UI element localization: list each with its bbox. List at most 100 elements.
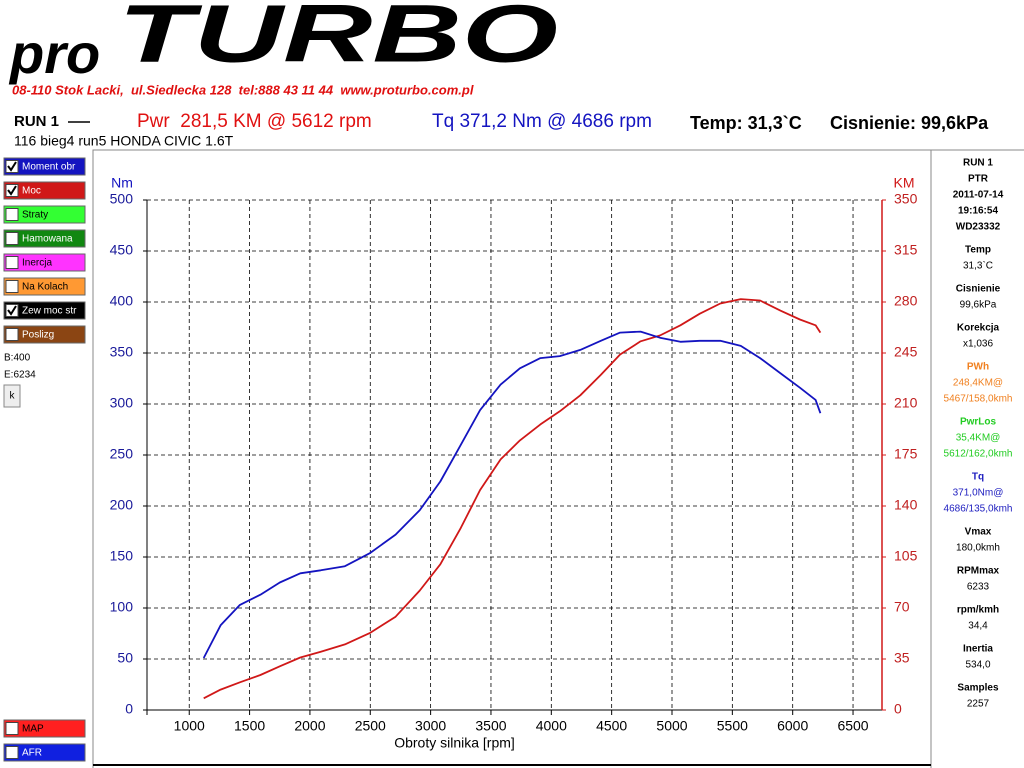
info-line: rpm/kmh [957, 605, 999, 616]
channel-button[interactable] [3, 253, 86, 272]
checkbox[interactable] [5, 328, 19, 341]
y2-tick-label: 0 [894, 701, 902, 717]
channel-label: Poslizg [22, 330, 54, 341]
info-line: 2257 [967, 699, 990, 710]
channel-button[interactable] [3, 205, 86, 224]
y-tick-label: 300 [110, 395, 134, 411]
info-line: Korekcja [957, 323, 1000, 334]
x-tick-label: 4000 [536, 718, 567, 734]
info-line: 35,4KM@ [956, 433, 1001, 444]
chart-frame [92, 149, 932, 768]
x-axis-label: Obroty silnika [rpm] [394, 735, 515, 751]
logo-turbo: TURBO [118, 0, 558, 80]
info-line: 31,3`C [963, 260, 993, 272]
info-line: 5467/158,0kmh [944, 394, 1013, 405]
x-tick-label: 3000 [415, 718, 446, 734]
y2-axis-label: KM [894, 175, 915, 191]
y2-tick-label: 315 [894, 242, 918, 258]
end-rpm: E:6234 [4, 370, 36, 381]
x-tick-label: 2500 [355, 718, 386, 734]
y2-tick-label: 350 [894, 191, 918, 207]
x-tick-label: 1000 [174, 718, 205, 734]
begin-rpm: B:400 [4, 353, 31, 364]
channel-button[interactable] [3, 743, 86, 762]
x-tick-label: 4500 [596, 718, 627, 734]
checkbox[interactable] [5, 722, 19, 735]
y-tick-label: 400 [110, 293, 134, 309]
info-line: 534,0 [965, 660, 990, 671]
channel-label: Moment obr [22, 162, 76, 173]
channel-label: Zew moc str [22, 306, 77, 317]
checkmark [7, 185, 17, 196]
series-line [202, 330, 822, 659]
x-tick-label: 6500 [837, 718, 868, 734]
channel-label: Hamowana [22, 234, 73, 245]
checkbox[interactable] [5, 232, 19, 245]
y-tick-label: 500 [110, 191, 134, 207]
info-line: 6233 [967, 582, 990, 593]
checkbox[interactable] [5, 208, 19, 221]
address: 08-110 Stok Lacki, ul.Siedlecka 128 tel:… [12, 82, 474, 97]
info-line: 4686/135,0kmh [944, 504, 1013, 515]
info-line: RUN 1 [963, 158, 993, 169]
logo-pro: pro [8, 22, 100, 85]
info-line: 248,4KM@ [953, 378, 1003, 389]
channel-label: Inercja [22, 258, 52, 269]
checkbox[interactable] [5, 746, 19, 759]
x-tick-label: 1500 [234, 718, 265, 734]
channel-button[interactable] [3, 719, 86, 738]
y-tick-label: 350 [110, 344, 134, 360]
run-label: RUN 1 [14, 113, 59, 130]
x-tick-label: 5000 [656, 718, 687, 734]
button[interactable] [3, 384, 21, 408]
y-tick-label: 150 [110, 548, 134, 564]
power-summary: Pwr 281,5 KM @ 5612 rpm [137, 111, 372, 132]
x-tick-label: 2000 [294, 718, 325, 734]
channel-button[interactable] [3, 229, 86, 248]
y2-tick-label: 280 [894, 293, 918, 309]
info-line: PTR [968, 174, 989, 185]
channel-button[interactable] [3, 301, 86, 320]
info-line: 2011-07-14 [953, 190, 1004, 201]
y-tick-label: 100 [110, 599, 134, 615]
info-line: Samples [957, 683, 999, 694]
info-line: Tq [972, 472, 984, 483]
y-tick-label: 250 [110, 446, 134, 462]
info-line: RPMmax [957, 566, 1000, 577]
subtitle: 116 bieg4 run5 HONDA CIVIC 1.6T [14, 133, 234, 149]
channel-label: Moc [22, 186, 41, 197]
info-line: Inertia [963, 644, 993, 655]
info-line: 5612/162,0kmh [944, 449, 1013, 460]
x-tick-label: 6000 [777, 718, 808, 734]
y2-tick-label: 140 [894, 497, 918, 513]
y2-tick-label: 175 [894, 446, 918, 462]
x-tick-label: 5500 [717, 718, 748, 734]
y-tick-label: 450 [110, 242, 134, 258]
info-line: x1,036 [963, 339, 993, 350]
y2-tick-label: 35 [894, 650, 910, 666]
info-line: 19:16:54 [958, 206, 998, 217]
channel-button[interactable] [3, 325, 86, 344]
y2-tick-label: 245 [894, 344, 918, 360]
y2-tick-label: 105 [894, 548, 918, 564]
info-line: Temp [965, 245, 991, 256]
checkbox[interactable] [5, 256, 19, 269]
info-line: WD23332 [956, 222, 1001, 233]
info-line: 34,4 [968, 621, 988, 632]
info-line: PwrLos [960, 417, 997, 428]
y-tick-label: 50 [117, 650, 133, 666]
channel-button[interactable] [3, 277, 86, 296]
info-line: 99,6kPa [960, 300, 997, 311]
info-line: Vmax [965, 527, 992, 538]
button-label[interactable]: k [10, 391, 16, 402]
info-line: 180,0kmh [956, 543, 1000, 554]
channel-button[interactable] [3, 157, 86, 176]
channel-button[interactable] [3, 181, 86, 200]
info-line: Cisnienie [956, 284, 1001, 295]
temp-summary: Temp: 31,3`C [690, 113, 802, 133]
info-line: 371,0Nm@ [953, 488, 1004, 499]
checkbox[interactable] [5, 280, 19, 293]
x-tick-label: 3500 [475, 718, 506, 734]
